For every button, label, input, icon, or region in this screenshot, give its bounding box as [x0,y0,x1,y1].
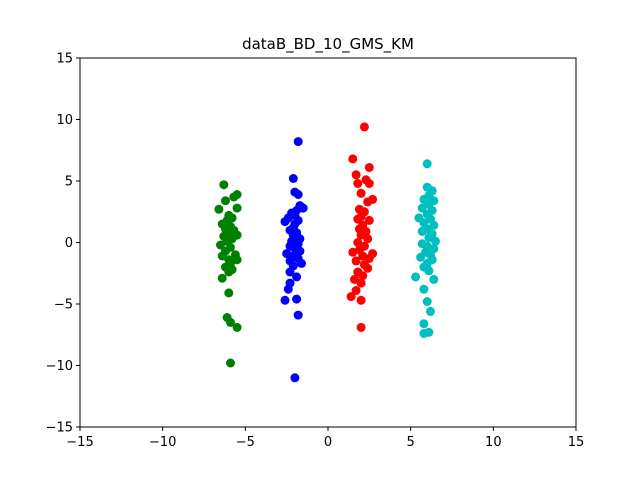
data-point [292,294,302,304]
data-point [226,317,235,327]
data-point [359,122,369,132]
data-point [224,267,234,277]
data-point [229,192,239,202]
data-point [216,240,225,250]
data-point [356,295,366,305]
data-point [297,258,306,268]
data-point [364,215,374,225]
data-point [411,272,421,282]
data-point [280,217,290,227]
data-point [219,180,229,190]
data-point [424,327,434,337]
data-point [356,322,366,332]
data-point [431,236,440,246]
data-point [416,252,426,262]
data-point [363,263,373,273]
data-point [417,226,427,236]
x-tick-label: −10 [149,435,176,450]
data-point [364,179,374,188]
data-point [353,179,363,188]
y-tick-label: −10 [46,359,73,374]
data-point [290,373,300,383]
data-point [353,214,363,224]
data-point [356,278,366,288]
data-point [226,358,235,368]
x-tick-label: 15 [568,435,585,450]
x-axis: −15 −10 −5 0 5 10 15 [66,427,584,450]
data-point [424,266,434,276]
data-point [426,306,435,316]
data-point [350,274,359,284]
chart-title: dataB_BD_10_GMS_KM [242,35,414,54]
data-point [422,159,432,169]
data-point [292,272,302,282]
data-point [293,310,303,320]
y-tick-label: −5 [54,298,73,313]
data-point [424,233,434,243]
data-point [214,204,224,214]
y-axis: −15 −10 −5 0 5 10 15 [46,52,80,436]
data-point [232,230,242,240]
data-point [364,163,374,172]
data-point [217,273,227,283]
data-point [429,220,439,230]
data-point [419,284,429,294]
y-tick-label: 15 [56,52,73,67]
data-point [348,247,358,257]
data-point [351,286,361,295]
data-point [368,194,378,204]
data-point [285,267,295,277]
x-tick-label: −15 [66,435,93,450]
data-point [348,154,358,164]
data-point [221,196,230,206]
y-tick-label: 5 [65,175,73,190]
data-point [280,295,290,305]
data-point [363,234,373,244]
data-point [217,251,227,261]
data-point [429,274,439,284]
data-point [232,322,242,332]
data-point [293,137,303,147]
data-point [353,238,363,247]
y-tick-label: 10 [56,113,73,128]
data-point [295,246,305,256]
x-tick-label: 0 [324,435,332,450]
plot-frame [79,57,577,428]
data-point [358,271,368,281]
data-points [214,122,440,383]
data-point [293,190,303,199]
data-point [417,203,427,213]
data-point [356,230,366,240]
data-point [356,188,366,198]
data-point [351,170,361,180]
data-point [232,255,242,265]
data-point [346,292,356,302]
data-point [364,254,374,263]
data-point [351,256,361,266]
data-point [224,288,234,298]
x-tick-label: 5 [407,435,415,450]
y-tick-label: 0 [65,236,73,251]
data-point [232,203,242,213]
data-point [422,297,432,306]
data-point [288,174,298,183]
data-point [283,284,293,294]
data-point [419,319,429,329]
x-tick-label: 10 [485,435,502,450]
x-tick-label: −5 [236,435,255,450]
y-tick-label: −15 [46,421,73,436]
